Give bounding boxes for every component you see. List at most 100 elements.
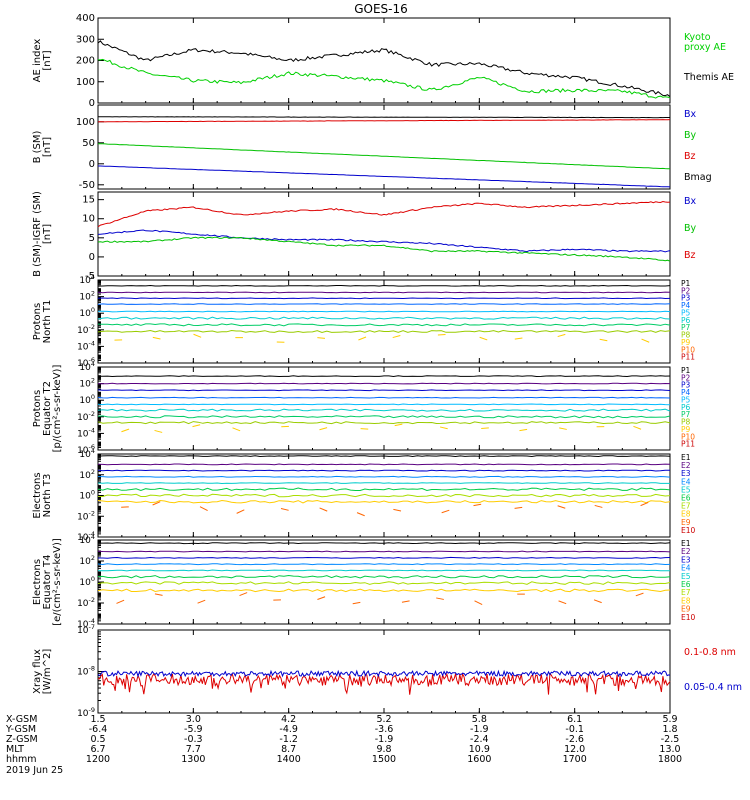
legend-entry: E7 <box>681 502 691 511</box>
y-tick-label: 10-4 <box>77 339 95 352</box>
series-line <box>97 116 670 119</box>
footer-value: 8.7 <box>281 744 296 755</box>
flux-fragment <box>593 599 602 604</box>
legend-entry: E9 <box>681 605 691 614</box>
flux-fragment <box>559 427 567 430</box>
y-axis-label: [e/(cm²-s-sr-keV)] <box>52 538 63 626</box>
y-axis-label: [nT] <box>42 137 53 157</box>
y-axis-label: Electrons <box>32 559 43 605</box>
flux-channel-line <box>97 563 671 566</box>
legend-entry: E8 <box>681 510 691 519</box>
y-axis-label: B (SM) <box>32 130 43 163</box>
legend-entry: P8 <box>681 418 691 427</box>
y-axis-label: B (SM)-IGRF (SM) <box>32 191 43 277</box>
y-axis-label: [nT] <box>42 224 53 244</box>
flux-fragment <box>599 338 608 342</box>
flux-fragment <box>393 508 402 512</box>
flux-fragment <box>154 429 163 433</box>
y-tick-label: 10-6 <box>77 356 95 369</box>
footer-value: -0.1 <box>565 724 584 735</box>
y-axis-label: Equator T2 <box>42 381 53 436</box>
flux-channel-line <box>97 396 671 399</box>
y-tick-label: 10-4 <box>77 530 95 543</box>
series-line <box>97 40 671 98</box>
footer-value: 1300 <box>181 754 205 765</box>
y-tick-label: 10-8 <box>77 665 95 678</box>
footer-value: 4.2 <box>281 714 296 725</box>
legend-entry: Kyoto <box>684 32 711 43</box>
y-tick-label: 102 <box>79 468 95 481</box>
footer-value: 1700 <box>563 754 587 765</box>
flux-channel-line <box>97 408 671 412</box>
legend-entry: E8 <box>681 596 691 605</box>
footer-row-label: Z-GSM <box>6 734 38 745</box>
footer-value: 0.5 <box>90 734 105 745</box>
y-tick-label: 15 <box>82 195 95 206</box>
y-tick-label: 5 <box>89 233 95 244</box>
flux-fragment <box>193 333 202 338</box>
flux-channel-line <box>98 475 671 478</box>
flux-fragment <box>352 601 361 605</box>
legend-entry: P3 <box>681 381 691 390</box>
legend-entry: P6 <box>681 316 691 325</box>
y-axis-label: Protons <box>32 390 43 427</box>
footer-value: -2.5 <box>661 734 680 745</box>
flux-channel-line <box>97 316 671 320</box>
y-tick-label: 102 <box>79 377 95 390</box>
flux-channel-line <box>97 487 671 492</box>
flux-fragment <box>479 336 488 341</box>
flux-fragment <box>436 597 444 600</box>
flux-fragment <box>635 592 644 597</box>
flux-fragment <box>197 599 206 604</box>
y-axis-label: Equator T4 <box>42 555 53 610</box>
footer-value: 1400 <box>277 754 301 765</box>
flux-channel-line <box>98 542 671 545</box>
legend-entry: E1 <box>681 539 691 548</box>
flux-channel-line <box>98 493 671 498</box>
legend-entry: P7 <box>681 323 691 332</box>
flux-fragment <box>641 338 650 343</box>
footer-value: -1.9 <box>375 734 394 745</box>
flux-fragment <box>360 428 369 430</box>
flux-fragment <box>594 504 603 508</box>
flux-channel-line <box>97 469 671 472</box>
y-tick-label: 10-2 <box>77 509 95 522</box>
flux-fragment <box>236 509 245 514</box>
y-tick-label: 100 <box>79 393 95 406</box>
series-line <box>97 236 671 262</box>
footer-value: 5.9 <box>662 714 677 725</box>
legend-entry: Bx <box>684 196 697 207</box>
series-line <box>97 200 671 228</box>
flux-channel-line <box>97 291 671 294</box>
series-line <box>98 143 671 170</box>
y-tick-label: 104 <box>79 447 95 460</box>
footer-value: -4.9 <box>279 724 298 735</box>
footer-row-label: X-GSM <box>6 714 37 725</box>
series-line <box>97 669 671 678</box>
flux-fragment <box>121 428 130 433</box>
footer-value: 1800 <box>658 754 682 765</box>
legend-entry: P1 <box>681 366 691 375</box>
flux-channel-line <box>97 550 671 553</box>
legend-entry: P11 <box>681 353 695 362</box>
y-tick-label: 100 <box>79 306 95 319</box>
panel-frame <box>97 629 671 714</box>
footer-row-label: Y-GSM <box>5 724 36 735</box>
flux-fragment <box>640 501 649 507</box>
flux-fragment <box>514 506 523 509</box>
flux-fragment <box>199 506 208 512</box>
flux-fragment <box>356 512 365 517</box>
panel-frame <box>97 453 671 538</box>
footer-value: 1200 <box>86 754 110 765</box>
panel-bsm: B (SM) [nT] -50 0 50 100 Bx By Bz Bmag <box>32 104 712 191</box>
footer-row-label: hhmm <box>6 754 37 765</box>
y-tick-label: 100 <box>76 117 95 128</box>
legend-entry: P4 <box>681 301 691 310</box>
legend-entry: E7 <box>681 588 691 597</box>
flux-channel-line <box>98 310 671 313</box>
flux-fragment <box>439 426 448 430</box>
footer-value: 13.0 <box>659 744 680 755</box>
flux-fragment <box>319 427 328 431</box>
legend-entry: P11 <box>681 440 695 449</box>
legend-entry: Bx <box>684 109 697 120</box>
